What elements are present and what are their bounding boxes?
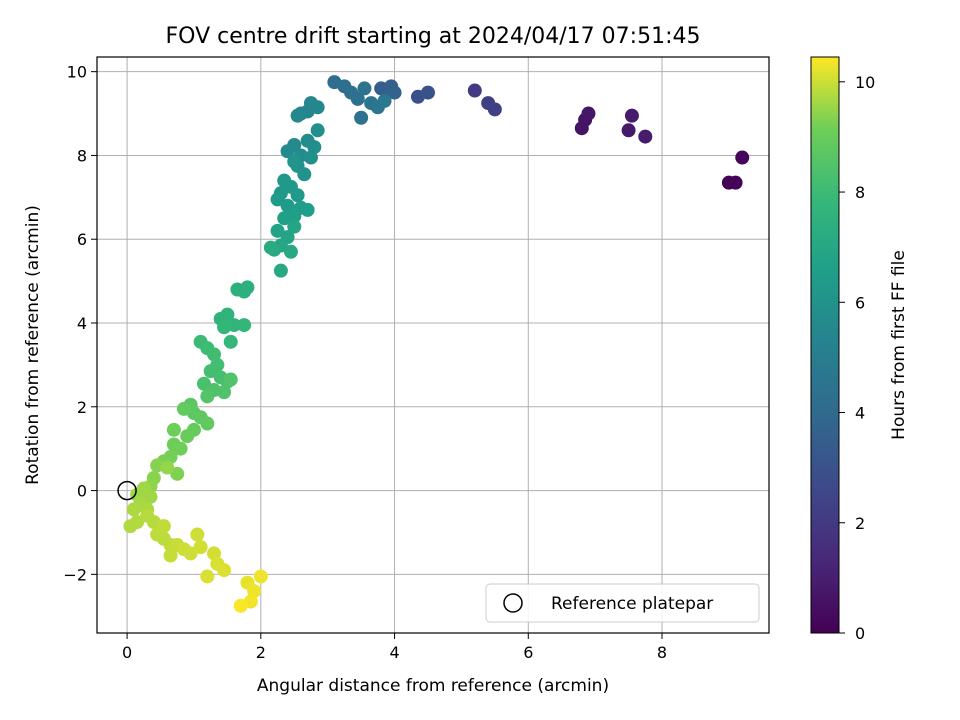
data-point	[624, 108, 639, 123]
data-point	[297, 167, 312, 182]
data-point	[467, 83, 482, 98]
y-axis-ticks: −2 0 2 4 6 8 10	[63, 63, 97, 584]
data-point	[170, 466, 185, 481]
data-point	[638, 129, 653, 144]
data-point	[183, 546, 198, 561]
data-point	[287, 137, 302, 152]
data-point	[273, 263, 288, 278]
data-point	[280, 198, 295, 213]
data-point	[377, 93, 392, 108]
data-point	[581, 106, 596, 121]
data-point	[287, 154, 302, 169]
colorbar-tick-label: 0	[855, 624, 865, 643]
data-point	[387, 85, 402, 100]
y-tick-label: 6	[77, 230, 87, 249]
data-point	[217, 385, 232, 400]
data-point	[217, 563, 232, 578]
data-point	[350, 91, 365, 106]
x-tick-label: 0	[122, 643, 132, 662]
data-point	[123, 519, 138, 534]
y-axis-label: Rotation from reference (arcmin)	[23, 205, 43, 485]
data-point	[143, 489, 158, 504]
colorbar-tick-label: 2	[855, 514, 865, 533]
chart-title: FOV centre drift starting at 2024/04/17 …	[166, 24, 701, 49]
x-axis-label: Angular distance from reference (arcmin)	[257, 676, 609, 696]
data-point	[283, 244, 298, 259]
colorbar-label: Hours from first FF file	[889, 250, 909, 440]
data-point	[237, 318, 252, 333]
data-point	[233, 598, 248, 613]
data-point	[176, 401, 191, 416]
data-point	[220, 307, 235, 322]
data-point	[270, 192, 285, 207]
data-point	[173, 441, 188, 456]
plot-frame	[96, 56, 770, 634]
data-point	[240, 280, 255, 295]
y-tick-label: 8	[77, 146, 87, 165]
data-point	[310, 100, 325, 115]
x-tick-label: 8	[657, 643, 667, 662]
legend-box	[485, 583, 760, 623]
colorbar-tick-label: 4	[855, 404, 865, 423]
data-point	[196, 376, 211, 391]
data-point	[160, 460, 175, 475]
y-tick-label: −2	[63, 565, 87, 584]
data-point	[290, 108, 305, 123]
y-tick-label: 2	[77, 398, 87, 417]
data-point	[357, 81, 372, 96]
colorbar-gradient	[810, 56, 840, 634]
colorbar-tick-label: 8	[855, 183, 865, 202]
scatter-points	[123, 75, 750, 613]
data-point	[203, 364, 218, 379]
data-point	[190, 527, 205, 542]
y-tick-label: 4	[77, 314, 87, 333]
data-point	[290, 188, 305, 203]
data-point	[193, 540, 208, 555]
x-axis-ticks: 0 2 4 6 8	[122, 633, 667, 662]
colorbar-tick-label: 10	[855, 73, 875, 92]
data-point	[217, 320, 232, 335]
data-point	[310, 123, 325, 138]
data-point	[200, 389, 215, 404]
colorbar-ticks: 0 2 4 6 8 10	[839, 73, 875, 643]
data-point	[487, 102, 502, 117]
data-point	[277, 211, 292, 226]
data-point	[303, 150, 318, 165]
legend-label: Reference platepar	[551, 594, 713, 614]
reference-platepar-marker	[117, 480, 137, 501]
data-point	[728, 175, 743, 190]
legend: Reference platepar	[485, 583, 760, 623]
legend-marker	[503, 593, 523, 613]
data-point	[263, 240, 278, 255]
x-tick-label: 2	[256, 643, 266, 662]
x-tick-label: 6	[523, 643, 533, 662]
colorbar: 0 2 4 6 8 10 Hours from first FF file	[810, 56, 909, 643]
y-tick-label: 10	[67, 63, 87, 82]
data-point	[270, 223, 285, 238]
data-point	[354, 110, 369, 125]
x-tick-label: 4	[389, 643, 399, 662]
data-point	[735, 150, 750, 165]
data-point	[223, 334, 238, 349]
data-point	[200, 569, 215, 584]
data-point	[420, 85, 435, 100]
data-point	[163, 548, 178, 563]
y-tick-label: 0	[77, 482, 87, 501]
data-point	[166, 422, 181, 437]
data-point	[300, 202, 315, 217]
data-point	[156, 519, 171, 534]
data-point	[223, 372, 238, 387]
data-point	[621, 123, 636, 138]
data-point	[126, 502, 141, 517]
data-point	[200, 416, 215, 431]
colorbar-tick-label: 6	[855, 293, 865, 312]
data-point	[287, 219, 302, 234]
data-point	[253, 569, 268, 584]
data-point	[180, 429, 195, 444]
